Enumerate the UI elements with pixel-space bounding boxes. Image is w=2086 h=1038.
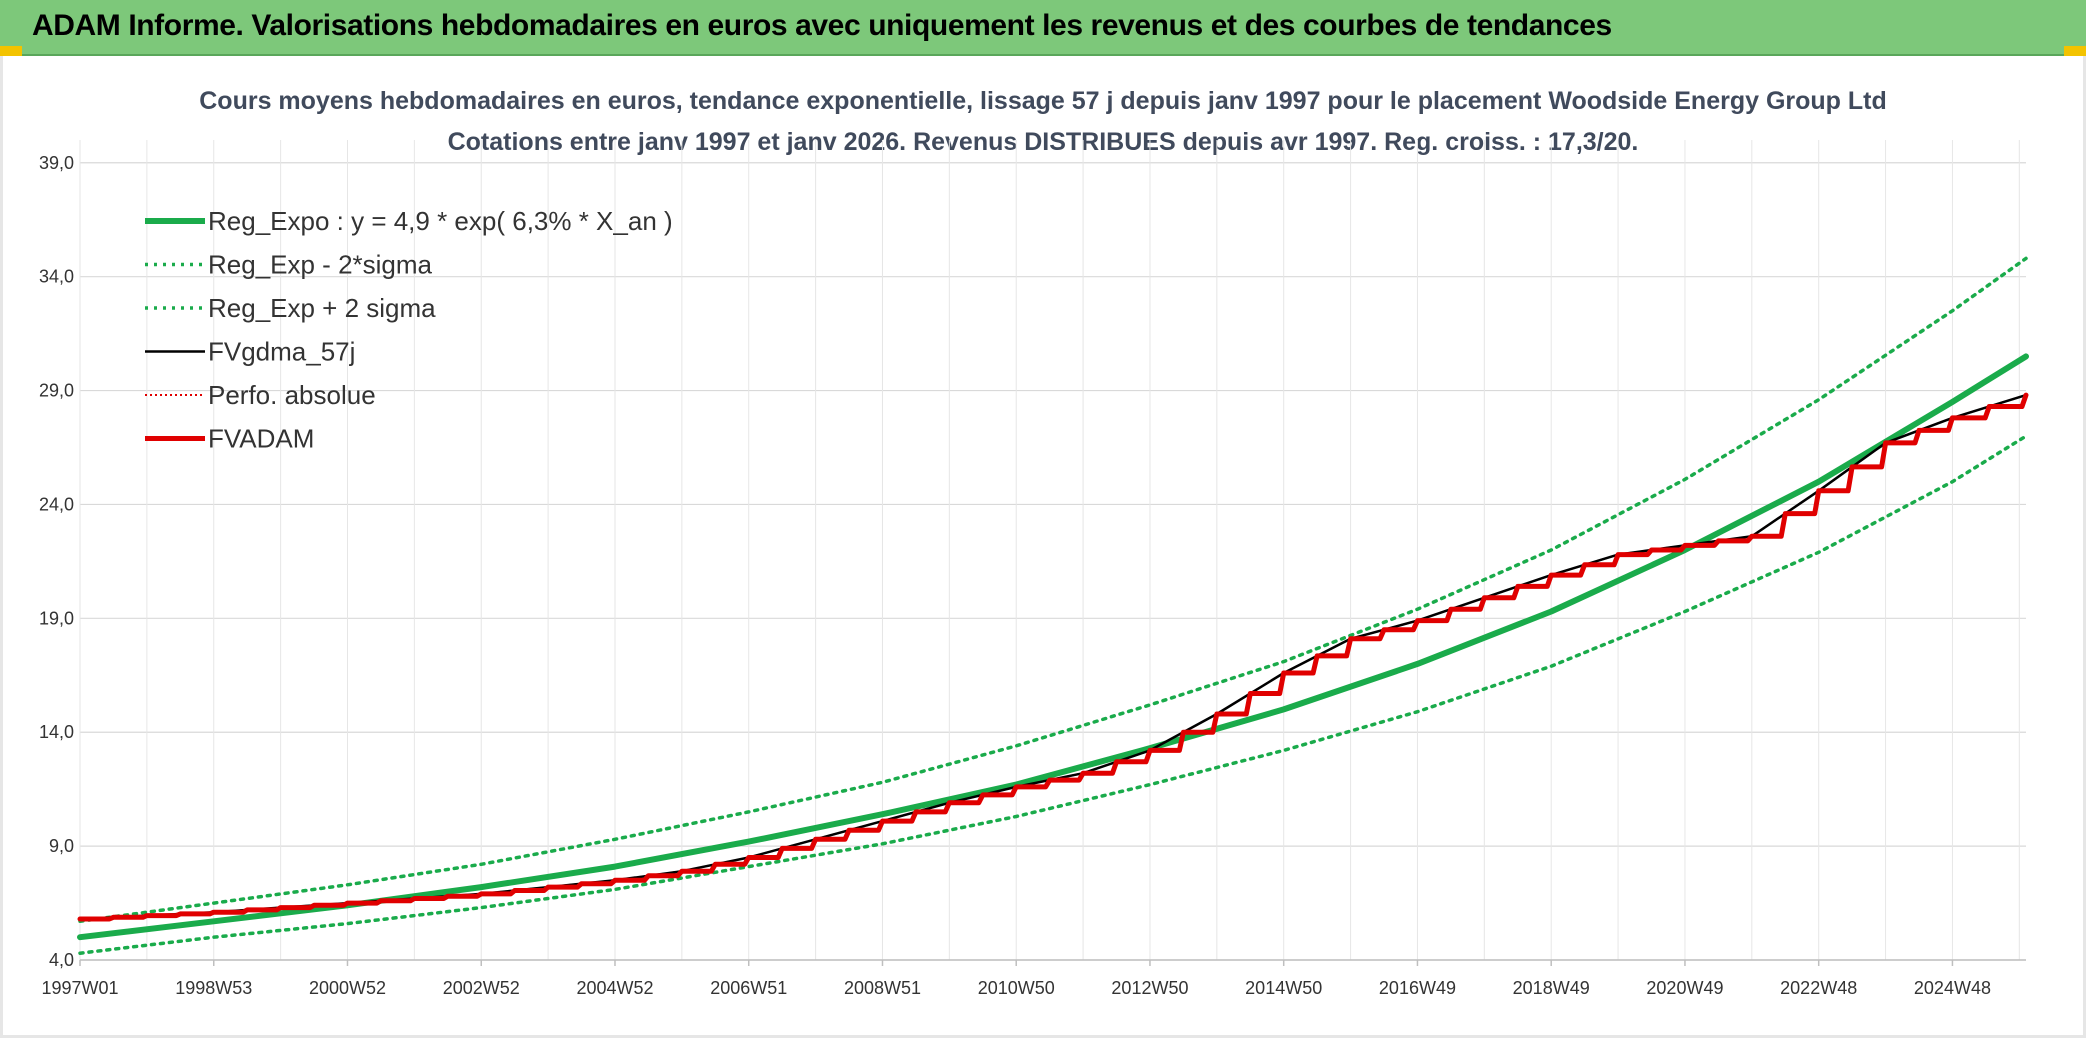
legend: Reg_Expo : y = 4,9 * exp( 6,3% * X_an ) R… [145,206,673,454]
legend-label-1: Reg_Exp - 2*sigma [208,250,433,280]
chart-title-line-2: Cotations entre janv 1997 et janv 2026. … [448,128,1639,156]
y-tick-label: 24,0 [39,494,74,514]
x-tick-label: 2004W52 [576,978,653,998]
axes: 4,0 9,0 14,0 19,0 24,0 29,0 34,0 39,0 1997W01 199… [39,153,2026,998]
x-tick-label: 2000W52 [309,978,386,998]
x-tick-label: 2006W51 [710,978,787,998]
y-tick-label: 4,0 [49,950,74,970]
x-tick-label: 2008W51 [844,978,921,998]
y-tick-label: 19,0 [39,608,74,628]
legend-label-5: FVADAM [208,424,314,454]
series-line-5 [77,392,2029,922]
corner-accent-right [2064,46,2086,56]
x-tick-label: 2022W48 [1780,978,1857,998]
x-tick-label: 2014W50 [1245,978,1322,998]
x-tick-label: 2018W49 [1513,978,1590,998]
y-tick-label: 39,0 [39,153,74,173]
grid [79,140,2026,961]
series-layer [77,256,2029,955]
x-tick-label: 1998W53 [175,978,252,998]
series-line-3 [78,393,2028,921]
series-line-4 [79,394,2027,920]
x-tick-label: 2010W50 [978,978,1055,998]
legend-label-0: Reg_Expo : y = 4,9 * exp( 6,3% * X_an ) [208,206,673,236]
series-line-1 [78,434,2028,955]
series-line-2 [78,256,2028,924]
x-tick-label: 1997W01 [41,978,118,998]
header-banner: ADAM Informe. Valorisations hebdomadaire… [0,0,2086,56]
chart-title-line-1: Cours moyens hebdomadaires en euros, ten… [199,87,1887,115]
x-tick-label: 2024W48 [1914,978,1991,998]
y-tick-label: 34,0 [39,267,74,287]
page-title: ADAM Informe. Valorisations hebdomadaire… [32,9,1612,42]
legend-label-3: FVgdma_57j [208,337,355,367]
x-tick-label: 2012W50 [1111,978,1188,998]
series-line-0 [77,353,2029,941]
x-tick-label: 2002W52 [443,978,520,998]
corner-accent-left [0,46,22,56]
legend-label-4: Perfo. absolue [208,380,376,410]
legend-label-2: Reg_Exp + 2 sigma [208,293,436,323]
y-tick-label: 9,0 [49,836,74,856]
y-tick-label: 14,0 [39,722,74,742]
x-tick-label: 2016W49 [1379,978,1456,998]
line-chart: Cours moyens hebdomadaires en euros, ten… [39,87,2029,998]
y-tick-label: 29,0 [39,381,74,401]
x-tick-label: 2020W49 [1646,978,1723,998]
